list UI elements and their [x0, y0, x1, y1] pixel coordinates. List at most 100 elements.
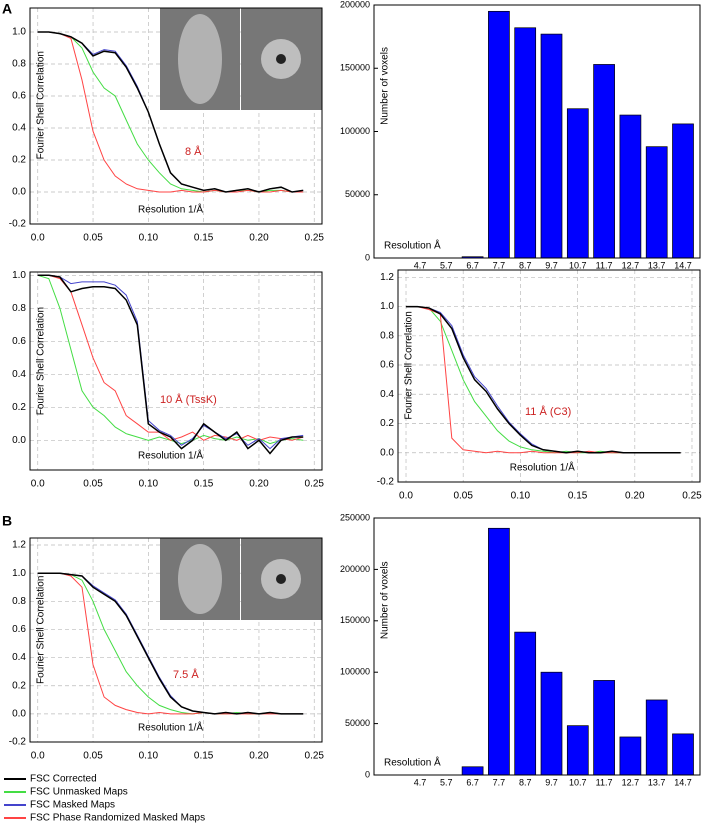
y-tick-label: 1.2 — [12, 540, 26, 551]
x-tick-label: 0.05 — [83, 233, 103, 244]
y-tick-label: -0.2 — [377, 477, 395, 488]
bar — [593, 64, 615, 259]
x-tick-label: 0.10 — [139, 751, 159, 762]
fsc-line — [406, 306, 681, 454]
bar — [540, 33, 563, 259]
annotation: 7.5 Å — [173, 668, 199, 681]
x-tick-label: 0.20 — [249, 479, 269, 490]
x-tick-label: 0.0 — [31, 479, 45, 490]
x-tick-label: 0.0 — [399, 491, 413, 502]
x-tick-label: 12.7 — [622, 260, 640, 270]
x-axis-label: Resolution 1/Å — [510, 461, 575, 474]
x-tick-label: 5.7 — [440, 777, 453, 787]
x-tick-label: 0.0 — [31, 751, 45, 762]
y-tick-label: 0.8 — [380, 330, 394, 341]
x-tick-label: 6.7 — [466, 260, 479, 270]
y-tick-label: 50000 — [345, 718, 370, 728]
y-tick-label: 200000 — [340, 0, 370, 9]
plot-frame — [397, 269, 701, 483]
inset-particle — [178, 544, 222, 614]
y-tick-label: 1.0 — [12, 270, 26, 281]
annotation: 8 Å — [185, 145, 202, 158]
plot-frame — [29, 7, 323, 225]
y-tick-label: -0.2 — [9, 737, 27, 748]
y-axis-label: Fourier Shell Correlation — [36, 51, 47, 159]
y-tick-label: -0.2 — [9, 219, 27, 230]
legend-label: FSC Masked Maps — [30, 800, 115, 811]
x-tick-label: 0.20 — [249, 233, 269, 244]
x-tick-label: 0.15 — [568, 491, 588, 502]
fsc-line — [406, 305, 681, 454]
x-tick-label: 0.25 — [305, 233, 325, 244]
x-tick-label: 8.7 — [519, 777, 532, 787]
x-tick-label: 14.7 — [674, 260, 692, 270]
inset-core — [276, 574, 286, 584]
panel-label: A — [2, 1, 12, 17]
bar — [514, 27, 537, 259]
x-tick-label: 0.10 — [511, 491, 531, 502]
y-tick-label: 0.4 — [12, 369, 26, 380]
plot-frame — [29, 537, 323, 743]
fsc-line — [37, 274, 304, 441]
plot-frame — [373, 517, 701, 776]
fsc-line — [37, 31, 304, 193]
y-tick-label: 0.8 — [12, 59, 26, 70]
y-tick-label: 0.0 — [12, 187, 26, 198]
y-tick-label: 150000 — [340, 63, 370, 73]
y-tick-label: 0.8 — [12, 596, 26, 607]
x-tick-label: 0.25 — [305, 751, 325, 762]
x-tick-label: 0.0 — [31, 233, 45, 244]
y-tick-label: 0 — [365, 769, 370, 779]
y-tick-label: 0.8 — [12, 303, 26, 314]
x-tick-label: 0.25 — [682, 491, 702, 502]
x-axis-label: Resolution 1/Å — [138, 721, 203, 734]
y-tick-label: 0.6 — [12, 91, 26, 102]
y-tick-label: 0.0 — [380, 447, 394, 458]
bar — [672, 123, 694, 259]
y-tick-label: 250000 — [340, 512, 370, 522]
x-tick-label: 13.7 — [648, 777, 666, 787]
y-axis-label: Fourier Shell Correlation — [36, 307, 47, 415]
x-tick-label: 0.10 — [139, 233, 159, 244]
y-tick-label: 50000 — [345, 189, 370, 199]
y-tick-label: 0.2 — [12, 680, 26, 691]
y-tick-label: 150000 — [340, 615, 370, 625]
y-tick-label: 0 — [365, 252, 370, 262]
x-tick-label: 4.7 — [414, 260, 427, 270]
y-axis-label: Fourier Shell Correlation — [404, 311, 415, 419]
fsc-line — [406, 306, 681, 454]
bar — [619, 736, 642, 776]
y-tick-label: 1.2 — [380, 272, 394, 283]
x-axis-label: Resolution Å — [384, 756, 441, 769]
fsc-line — [37, 274, 304, 445]
x-tick-label: 11.7 — [596, 260, 613, 270]
y-tick-label: 0.0 — [12, 435, 26, 446]
x-tick-label: 10.7 — [569, 260, 587, 270]
plot-frame — [373, 4, 701, 259]
y-axis-label: Fourier Shell Correlation — [36, 576, 47, 684]
y-tick-label: 1.0 — [380, 301, 394, 312]
y-axis-label: Number of voxels — [380, 561, 391, 639]
x-tick-label: 9.7 — [545, 777, 558, 787]
y-tick-label: 200000 — [340, 564, 370, 574]
fsc-line — [37, 572, 304, 715]
y-tick-label: 0.2 — [12, 155, 26, 166]
bar — [593, 680, 615, 776]
x-tick-label: 0.25 — [305, 479, 325, 490]
fsc-line — [37, 274, 304, 450]
x-tick-label: 0.15 — [194, 479, 214, 490]
bar — [619, 114, 642, 259]
annotation: 11 Å (C3) — [525, 405, 571, 418]
y-tick-label: 0.4 — [12, 652, 26, 663]
x-tick-label: 7.7 — [493, 777, 506, 787]
x-tick-label: 0.15 — [194, 233, 214, 244]
x-tick-label: 8.7 — [519, 260, 532, 270]
x-tick-label: 0.05 — [453, 491, 473, 502]
x-axis-label: Resolution 1/Å — [138, 203, 203, 216]
annotation: 10 Å (TssK) — [160, 393, 217, 406]
y-tick-label: 1.0 — [12, 27, 26, 38]
x-tick-label: 0.15 — [194, 751, 214, 762]
fsc-line — [37, 274, 304, 455]
